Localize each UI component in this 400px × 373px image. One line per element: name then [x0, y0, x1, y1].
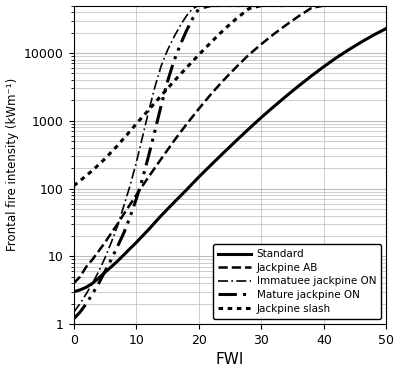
Y-axis label: Frontal fire intensity (kWm⁻¹): Frontal fire intensity (kWm⁻¹) — [6, 78, 18, 251]
X-axis label: FWI: FWI — [216, 352, 244, 367]
Legend: Standard, Jackpine AB, Immatuee jackpine ON, Mature jackpine ON, Jackpine slash: Standard, Jackpine AB, Immatuee jackpine… — [213, 244, 381, 319]
